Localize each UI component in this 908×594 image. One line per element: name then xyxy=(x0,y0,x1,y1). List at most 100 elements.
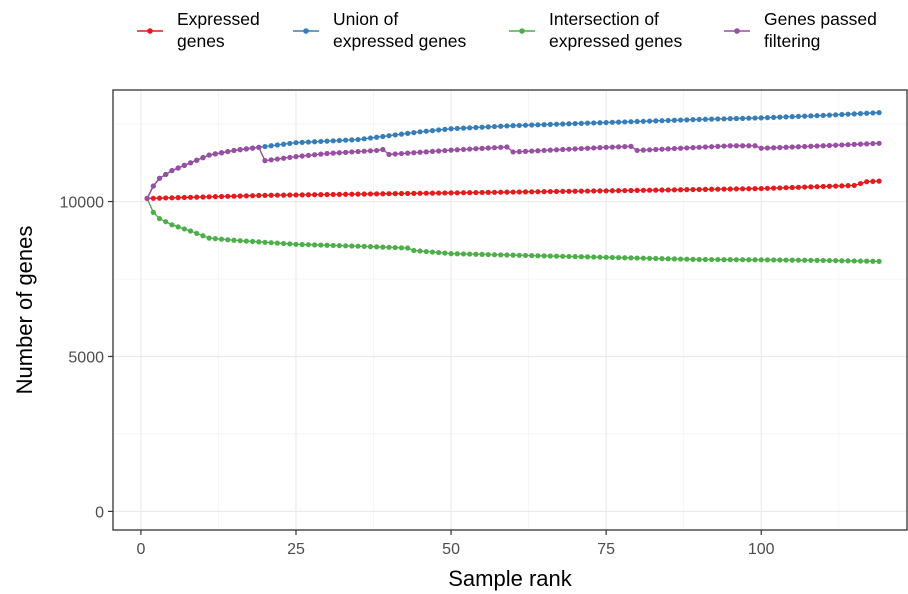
data-point xyxy=(584,145,591,151)
data-point xyxy=(305,139,311,145)
data-point xyxy=(498,123,504,129)
data-point xyxy=(808,143,814,149)
data-point xyxy=(727,257,733,263)
data-point xyxy=(367,148,374,154)
data-point xyxy=(423,190,429,196)
legend-key-point xyxy=(303,28,309,34)
data-point xyxy=(653,187,659,193)
data-point xyxy=(324,191,330,198)
data-point xyxy=(566,121,572,127)
data-point xyxy=(510,123,516,129)
data-point xyxy=(268,192,274,198)
data-point xyxy=(820,257,826,264)
data-point xyxy=(789,257,795,263)
data-point xyxy=(287,140,293,147)
data-point xyxy=(411,247,417,254)
data-point xyxy=(169,195,175,201)
data-point xyxy=(454,147,460,153)
data-point xyxy=(423,149,429,155)
data-point xyxy=(262,143,268,150)
data-point xyxy=(584,254,591,260)
data-point xyxy=(156,195,163,201)
data-point xyxy=(560,253,566,259)
data-point xyxy=(355,136,361,143)
data-point xyxy=(808,113,814,119)
data-point xyxy=(864,179,870,185)
data-point xyxy=(175,195,181,201)
data-point xyxy=(572,146,578,152)
data-point xyxy=(467,251,473,257)
data-point xyxy=(547,253,553,259)
data-point xyxy=(349,137,355,143)
data-point xyxy=(634,147,640,154)
data-point xyxy=(467,146,473,152)
data-point xyxy=(839,111,845,118)
data-point xyxy=(361,191,367,197)
data-point xyxy=(287,154,293,161)
data-point xyxy=(460,125,467,131)
data-point xyxy=(615,255,622,261)
legend-key-point xyxy=(734,28,740,34)
data-point xyxy=(820,183,826,190)
data-point xyxy=(485,145,491,151)
data-point xyxy=(187,194,194,200)
data-point xyxy=(709,186,715,192)
data-point xyxy=(783,257,789,263)
data-point xyxy=(343,149,349,155)
data-point xyxy=(839,142,845,148)
data-point xyxy=(603,119,609,126)
data-point xyxy=(659,256,665,262)
data-point xyxy=(231,147,237,154)
data-point xyxy=(671,117,677,123)
data-point xyxy=(336,243,343,249)
data-point xyxy=(845,258,851,264)
data-point xyxy=(684,117,690,123)
data-point xyxy=(740,186,746,192)
data-point xyxy=(833,258,839,264)
data-point xyxy=(740,143,746,149)
data-point xyxy=(671,187,677,193)
data-point xyxy=(380,146,386,153)
data-point xyxy=(684,187,690,193)
data-point xyxy=(361,243,367,249)
data-point xyxy=(876,110,882,116)
data-point xyxy=(268,157,274,163)
data-point xyxy=(752,115,758,121)
data-point xyxy=(417,129,423,135)
data-point xyxy=(802,143,808,150)
data-point xyxy=(194,230,200,236)
data-point xyxy=(690,256,696,262)
data-point xyxy=(591,120,597,126)
x-axis-title: Sample rank xyxy=(448,566,573,591)
data-point xyxy=(175,224,181,230)
data-point xyxy=(262,239,268,245)
data-point xyxy=(330,150,336,156)
data-point xyxy=(820,143,826,149)
data-point xyxy=(646,187,653,193)
x-tick-label: 100 xyxy=(748,541,775,558)
data-point xyxy=(268,240,274,246)
data-point xyxy=(374,191,380,197)
data-point xyxy=(467,125,473,131)
data-point xyxy=(200,194,206,200)
data-point xyxy=(367,191,374,197)
data-point xyxy=(628,187,634,194)
data-point xyxy=(324,150,330,157)
data-point xyxy=(398,245,405,251)
data-point xyxy=(715,116,721,122)
data-point xyxy=(833,112,839,118)
data-point xyxy=(249,145,256,151)
series-2 xyxy=(144,110,882,202)
data-point xyxy=(603,188,609,194)
data-point xyxy=(814,113,820,119)
data-point xyxy=(572,120,578,127)
data-point xyxy=(411,130,417,136)
data-point xyxy=(603,144,609,150)
data-point xyxy=(491,145,498,151)
data-point xyxy=(677,117,684,123)
data-point xyxy=(274,240,280,246)
data-point xyxy=(690,186,696,193)
data-point xyxy=(857,110,864,117)
data-point xyxy=(516,189,522,195)
